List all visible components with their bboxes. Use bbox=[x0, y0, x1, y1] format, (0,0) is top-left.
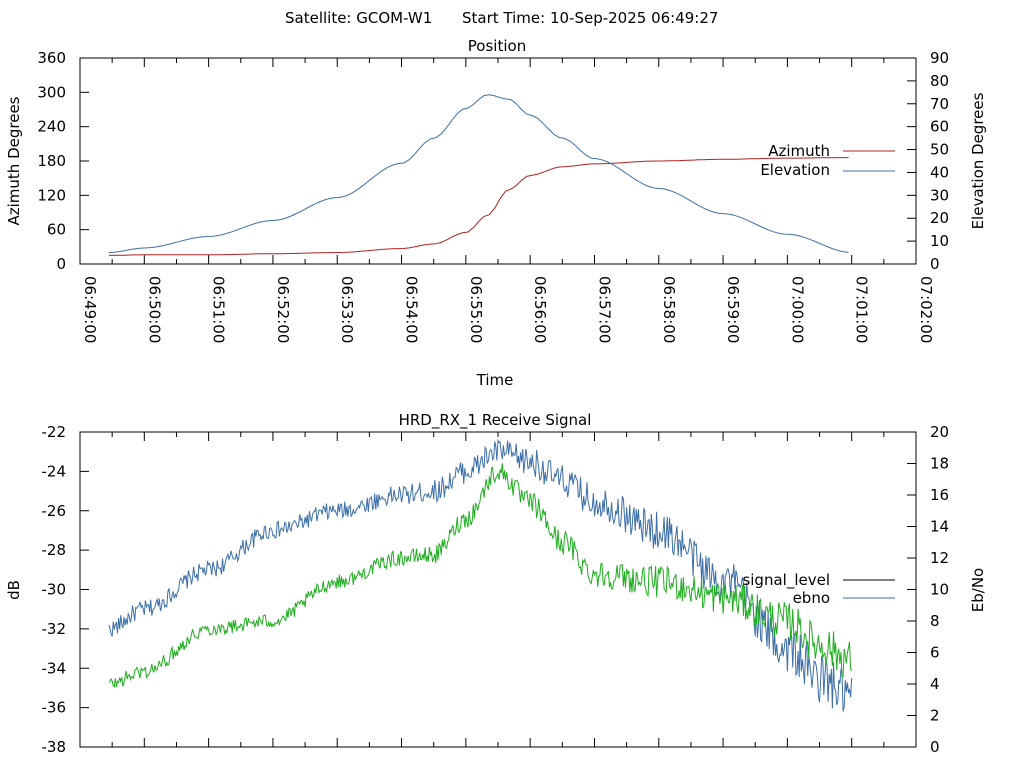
y-tick-label: -22 bbox=[42, 423, 67, 441]
legend-elevation-label: Elevation bbox=[760, 161, 830, 179]
start-time-label: Start Time: 10-Sep-2025 06:49:27 bbox=[462, 9, 718, 27]
signal-y2-axis-label: Eb/No bbox=[969, 568, 987, 612]
legend-ebno-label: ebno bbox=[793, 589, 830, 607]
x-tick-label: 07:01:00 bbox=[853, 276, 871, 343]
series-line-azimuth bbox=[108, 157, 849, 256]
series-line-ebno bbox=[108, 463, 853, 688]
y2-tick-label: 2 bbox=[930, 707, 940, 725]
x-tick-label: 06:49:00 bbox=[81, 276, 99, 343]
y2-tick-label: 20 bbox=[930, 209, 949, 227]
y-tick-label: -38 bbox=[42, 738, 67, 756]
x-tick-label: 06:50:00 bbox=[145, 276, 163, 343]
y-tick-label: -32 bbox=[42, 620, 67, 638]
x-tick-label: 07:02:00 bbox=[917, 276, 935, 343]
y-tick-label: 0 bbox=[56, 255, 66, 273]
signal-title: HRD_RX_1 Receive Signal bbox=[399, 411, 592, 430]
position-y-axis-label: Azimuth Degrees bbox=[5, 96, 23, 225]
y-tick-label: 120 bbox=[37, 186, 66, 204]
y2-tick-label: 40 bbox=[930, 163, 949, 181]
position-legend: Azimuth Elevation bbox=[760, 142, 895, 179]
y2-tick-label: 10 bbox=[930, 232, 949, 250]
x-tick-label: 07:00:00 bbox=[788, 276, 806, 343]
y2-tick-label: 18 bbox=[930, 455, 949, 473]
x-tick-label: 06:56:00 bbox=[531, 276, 549, 343]
series-line-signal-level bbox=[108, 438, 853, 712]
signal-series bbox=[108, 438, 853, 712]
signal-y-axis-label: dB bbox=[5, 580, 23, 600]
y2-tick-label: 16 bbox=[930, 486, 949, 504]
y2-tick-label: 60 bbox=[930, 118, 949, 136]
x-tick-label: 06:57:00 bbox=[595, 276, 613, 343]
signal-plot-frame bbox=[79, 431, 917, 748]
y-tick-label: -24 bbox=[42, 462, 67, 480]
signal-legend: signal_level ebno bbox=[742, 571, 895, 607]
y2-tick-label: 80 bbox=[930, 72, 949, 90]
y-tick-label: -34 bbox=[42, 659, 67, 677]
y2-tick-label: 4 bbox=[930, 675, 940, 693]
y2-tick-label: 20 bbox=[930, 423, 949, 441]
series-line-elevation bbox=[108, 94, 849, 254]
y2-tick-label: 90 bbox=[930, 49, 949, 67]
y-tick-label: -36 bbox=[42, 699, 67, 717]
signal-chart: HRD_RX_1 Receive Signal -38-36-34-32-30-… bbox=[5, 411, 987, 756]
y-tick-label: 240 bbox=[37, 118, 66, 136]
x-tick-label: 06:53:00 bbox=[338, 276, 356, 343]
position-x-axis-label: Time bbox=[476, 371, 514, 389]
legend-azimuth-label: Azimuth bbox=[768, 142, 830, 160]
position-ticks: 06:49:00 06:50:00 06:51:00 06:52:00 06:53:00… bbox=[37, 49, 949, 343]
y-tick-label: 180 bbox=[37, 152, 66, 170]
y2-tick-label: 12 bbox=[930, 549, 949, 567]
y-tick-label: -28 bbox=[42, 541, 67, 559]
legend-signal-level-label: signal_level bbox=[742, 571, 830, 590]
y2-tick-label: 50 bbox=[930, 141, 949, 159]
y-tick-label: 60 bbox=[47, 221, 66, 239]
x-tick-label: 06:54:00 bbox=[403, 276, 421, 343]
position-chart: Position 06:49:00 06:50:00 06:51:00 06:52:0… bbox=[5, 37, 987, 389]
y2-tick-label: 30 bbox=[930, 186, 949, 204]
satellite-label: Satellite: GCOM-W1 bbox=[285, 9, 432, 27]
y-tick-label: -30 bbox=[42, 581, 67, 599]
y2-tick-label: 8 bbox=[930, 612, 940, 630]
x-tick-label: 06:52:00 bbox=[274, 276, 292, 343]
y2-tick-label: 70 bbox=[930, 95, 949, 113]
y-tick-label: 300 bbox=[37, 83, 66, 101]
y-tick-label: 360 bbox=[37, 49, 66, 67]
signal-ticks: -38 -36 -34 -32 -30 -28 -26 -24 -22 0 2 4 6 8 10 12 14 16… bbox=[42, 423, 950, 756]
y2-tick-label: 6 bbox=[930, 644, 940, 662]
position-title: Position bbox=[468, 37, 526, 55]
x-tick-label: 06:51:00 bbox=[210, 276, 228, 343]
y2-tick-label: 14 bbox=[930, 518, 949, 536]
y2-tick-label: 10 bbox=[930, 581, 949, 599]
x-tick-label: 06:58:00 bbox=[660, 276, 678, 343]
x-tick-label: 06:59:00 bbox=[724, 276, 742, 343]
position-y2-axis-label: Elevation Degrees bbox=[969, 92, 987, 229]
position-series bbox=[108, 94, 849, 256]
y2-tick-label: 0 bbox=[930, 255, 940, 273]
y2-tick-label: 0 bbox=[930, 738, 940, 756]
x-tick-label: 06:55:00 bbox=[467, 276, 485, 343]
y-tick-label: -26 bbox=[42, 502, 67, 520]
